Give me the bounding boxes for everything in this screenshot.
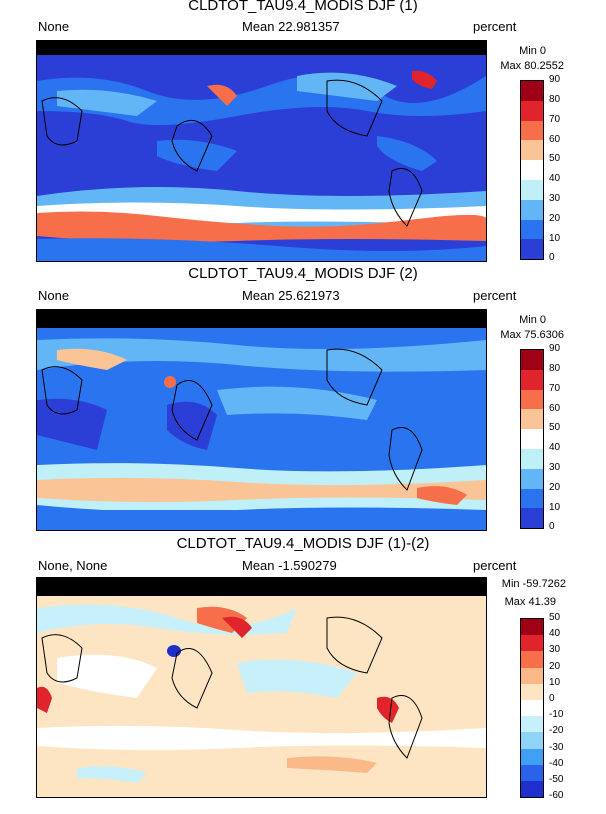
panel-1-tick: 60 — [549, 134, 561, 145]
panel-2-max: Max 75.6306 — [500, 329, 564, 341]
panel-2-tick: 20 — [549, 482, 561, 493]
panel-2-tick: 10 — [549, 502, 561, 513]
panel-3-tick: -50 — [549, 774, 564, 785]
panel-2-map — [36, 309, 487, 531]
panel-3-mean: Mean -1.590279 — [242, 558, 337, 573]
panel-1-units: percent — [473, 19, 517, 34]
panel-1-map — [36, 40, 487, 262]
panel-2-tick: 60 — [549, 403, 561, 414]
panel-2-mean: Mean 25.621973 — [242, 288, 340, 303]
panel-2-min: Min 0 — [519, 314, 546, 326]
panel-1-tick: 80 — [549, 94, 561, 105]
panel-1-tick: 20 — [549, 213, 561, 224]
panel-3-left-label: None, None — [38, 558, 108, 573]
panel-3-max: Max 41.39 — [504, 596, 556, 608]
panel-3-tick: -60 — [549, 790, 564, 801]
panel-1-colorbar — [520, 80, 544, 261]
panel-2-tick: 0 — [549, 521, 555, 532]
panel-3-colorbar — [520, 618, 544, 799]
panel-3-min: Min -59.7262 — [501, 578, 566, 590]
panel-2-tick: 30 — [549, 462, 561, 473]
panel-1-tick: 0 — [549, 252, 555, 263]
panel-3-tick: -20 — [549, 725, 564, 736]
panel-3-tick: 50 — [549, 612, 561, 623]
panel-3-title: CLDTOT_TAU9.4_MODIS DJF (1)-(2) — [176, 535, 430, 552]
panel-3-map — [36, 577, 487, 798]
panel-1-left-label: None — [38, 19, 70, 34]
panel-3-tick: -10 — [549, 709, 564, 720]
panel-3-units: percent — [473, 558, 517, 573]
panel-3-tick: 10 — [549, 677, 561, 688]
panel-1-title: CLDTOT_TAU9.4_MODIS DJF (1) — [188, 0, 418, 14]
panel-2-title: CLDTOT_TAU9.4_MODIS DJF (2) — [188, 265, 418, 282]
panel-3-tick: -40 — [549, 758, 564, 769]
panel-2-units: percent — [473, 288, 517, 303]
panel-3-tick: -30 — [549, 742, 564, 753]
panel-1-tick: 70 — [549, 114, 561, 125]
panel-3-tick: 40 — [549, 628, 561, 639]
panel-1-tick: 30 — [549, 193, 561, 204]
panel-2-tick: 40 — [549, 442, 561, 453]
panel-3-tick: 0 — [549, 693, 555, 704]
panel-1-max: Max 80.2552 — [500, 60, 564, 72]
panel-2-tick: 70 — [549, 383, 561, 394]
panel-2-left-label: None — [38, 288, 70, 303]
panel-2-tick: 90 — [549, 343, 561, 354]
panel-1-min: Min 0 — [519, 45, 546, 57]
panel-1-tick: 40 — [549, 173, 561, 184]
panel-1-tick: 90 — [549, 74, 561, 85]
panel-1-tick: 10 — [549, 233, 561, 244]
panel-1-tick: 50 — [549, 153, 561, 164]
panel-3-tick: 30 — [549, 644, 561, 655]
panel-1-mean: Mean 22.981357 — [242, 19, 340, 34]
panel-2-tick: 50 — [549, 422, 561, 433]
panel-2-colorbar — [520, 349, 544, 530]
panel-3-tick: 20 — [549, 661, 561, 672]
panel-2-tick: 80 — [549, 363, 561, 374]
